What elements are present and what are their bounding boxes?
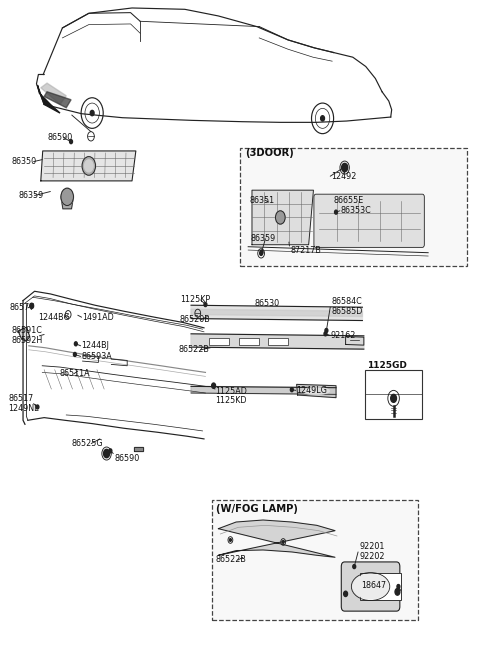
Text: 92202: 92202 (359, 552, 384, 561)
Text: 86522B: 86522B (216, 555, 247, 565)
Text: 1125KP: 1125KP (180, 295, 210, 305)
Text: 86592H: 86592H (12, 336, 43, 345)
Text: 86593A: 86593A (82, 352, 112, 361)
Circle shape (260, 251, 263, 255)
Text: 86359: 86359 (250, 234, 276, 243)
Text: 86584C: 86584C (331, 297, 362, 307)
Circle shape (321, 116, 324, 121)
Polygon shape (191, 386, 336, 394)
FancyBboxPatch shape (240, 148, 467, 266)
Circle shape (282, 541, 284, 543)
Text: 86351: 86351 (250, 196, 275, 205)
Circle shape (61, 188, 73, 205)
Polygon shape (252, 190, 313, 245)
Circle shape (74, 342, 77, 346)
Polygon shape (44, 92, 71, 108)
Text: 86353C: 86353C (341, 206, 372, 215)
Circle shape (391, 394, 396, 402)
Text: 86359: 86359 (18, 191, 44, 200)
Text: 86577: 86577 (10, 303, 35, 313)
Text: 18647: 18647 (361, 581, 386, 590)
Text: 86511A: 86511A (60, 369, 91, 378)
FancyBboxPatch shape (314, 194, 424, 247)
Circle shape (324, 332, 327, 336)
Text: 86590: 86590 (47, 133, 72, 142)
Circle shape (342, 164, 348, 172)
Circle shape (212, 383, 216, 388)
Circle shape (276, 211, 285, 224)
Text: 86517: 86517 (9, 394, 34, 403)
FancyBboxPatch shape (365, 370, 422, 419)
Polygon shape (41, 83, 66, 104)
Circle shape (104, 450, 109, 458)
Circle shape (395, 589, 400, 595)
Text: (W/FOG LAMP): (W/FOG LAMP) (216, 503, 298, 514)
Text: 1249LG: 1249LG (297, 386, 327, 395)
Text: 86525G: 86525G (71, 439, 103, 448)
Text: 86591C: 86591C (12, 326, 43, 335)
Text: 1125KD: 1125KD (215, 396, 247, 406)
Circle shape (84, 160, 93, 172)
Circle shape (229, 539, 231, 541)
Text: 86530: 86530 (254, 299, 279, 309)
Text: 86350: 86350 (12, 157, 37, 166)
Circle shape (30, 303, 34, 309)
Circle shape (109, 449, 112, 453)
Ellipse shape (352, 574, 389, 599)
Polygon shape (218, 520, 335, 557)
Polygon shape (191, 309, 362, 317)
Text: 1125AD: 1125AD (215, 386, 247, 396)
Text: 1249NL: 1249NL (9, 404, 39, 413)
Text: 92162: 92162 (330, 331, 356, 340)
Text: 86655E: 86655E (334, 196, 364, 205)
Polygon shape (134, 447, 143, 451)
Circle shape (204, 303, 207, 307)
Text: 1244BG: 1244BG (38, 313, 70, 322)
Circle shape (325, 329, 328, 332)
Circle shape (36, 405, 39, 409)
Polygon shape (297, 384, 336, 398)
Text: 1244BJ: 1244BJ (82, 341, 109, 350)
Circle shape (335, 210, 337, 214)
Polygon shape (18, 327, 30, 341)
Circle shape (353, 565, 356, 569)
Circle shape (73, 352, 76, 356)
Circle shape (260, 250, 263, 254)
Circle shape (290, 388, 293, 392)
Polygon shape (191, 305, 362, 321)
Circle shape (344, 164, 347, 168)
Circle shape (82, 156, 96, 175)
Circle shape (90, 110, 94, 116)
Polygon shape (61, 197, 73, 209)
FancyBboxPatch shape (212, 500, 418, 620)
Ellipse shape (302, 387, 330, 395)
Text: 1125GD: 1125GD (367, 360, 407, 370)
Text: 86585D: 86585D (331, 307, 362, 317)
Polygon shape (37, 85, 60, 113)
Circle shape (397, 585, 400, 589)
Bar (268, 338, 288, 345)
FancyBboxPatch shape (360, 573, 401, 600)
FancyBboxPatch shape (341, 562, 400, 611)
Bar (239, 338, 259, 345)
Text: 86520B: 86520B (180, 315, 211, 325)
Circle shape (344, 591, 348, 597)
Circle shape (70, 140, 72, 144)
Text: (3DOOR): (3DOOR) (245, 148, 294, 158)
Bar (209, 338, 229, 345)
Text: 1491AD: 1491AD (83, 313, 114, 322)
Text: 86522B: 86522B (179, 345, 209, 354)
Text: 87217B: 87217B (290, 246, 321, 255)
Text: 12492: 12492 (331, 172, 357, 181)
Polygon shape (41, 151, 136, 181)
Text: 92201: 92201 (359, 542, 384, 551)
Polygon shape (191, 334, 364, 349)
Text: 86590: 86590 (114, 454, 140, 464)
